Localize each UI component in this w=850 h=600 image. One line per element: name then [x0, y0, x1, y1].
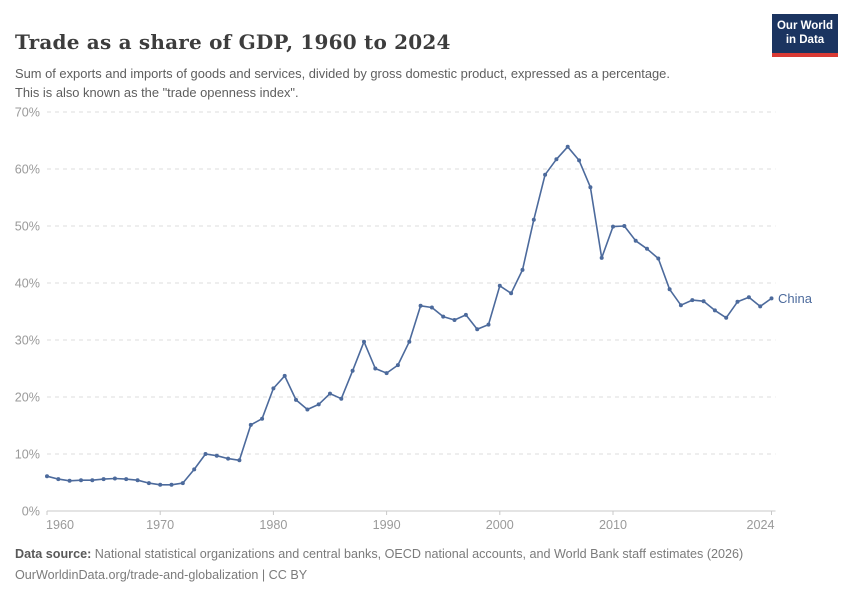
data-point[interactable]	[407, 339, 412, 344]
data-point[interactable]	[56, 477, 61, 482]
data-point[interactable]	[667, 287, 672, 292]
data-point[interactable]	[622, 224, 627, 228]
data-point[interactable]	[701, 299, 706, 304]
data-point[interactable]	[214, 453, 219, 458]
chart-footer: Data source: National statistical organi…	[15, 544, 835, 586]
data-point[interactable]	[588, 185, 593, 190]
data-point[interactable]	[531, 217, 536, 222]
data-point[interactable]	[248, 422, 253, 427]
data-point[interactable]	[599, 255, 604, 260]
data-point[interactable]	[362, 339, 366, 344]
y-tick-label: 30%	[15, 334, 40, 348]
data-point[interactable]	[520, 267, 525, 272]
data-point[interactable]	[339, 396, 344, 401]
data-point[interactable]	[633, 238, 638, 243]
data-point[interactable]	[565, 144, 570, 149]
y-tick-label: 40%	[15, 277, 40, 291]
data-point[interactable]	[45, 474, 49, 479]
data-point[interactable]	[463, 312, 468, 317]
data-point[interactable]	[305, 407, 310, 412]
data-point[interactable]	[180, 481, 185, 486]
data-point[interactable]	[373, 366, 378, 371]
data-point[interactable]	[158, 482, 163, 487]
data-point[interactable]	[735, 299, 740, 304]
y-tick-label: 0%	[22, 505, 40, 519]
data-point[interactable]	[645, 246, 649, 251]
data-point[interactable]	[90, 478, 95, 483]
x-tick-label: 2024	[746, 518, 774, 532]
data-point[interactable]	[169, 482, 174, 487]
data-point[interactable]	[577, 158, 582, 163]
data-point[interactable]	[203, 452, 208, 456]
data-point[interactable]	[418, 303, 423, 308]
data-point[interactable]	[724, 315, 729, 320]
data-point[interactable]	[746, 295, 751, 300]
data-point[interactable]	[384, 371, 389, 376]
data-point[interactable]	[497, 283, 502, 288]
y-tick-label: 10%	[15, 448, 40, 462]
x-tick-label: 1990	[373, 518, 401, 532]
datasource-text: National statistical organizations and c…	[91, 547, 744, 561]
data-point[interactable]	[294, 397, 298, 402]
y-tick-label: 20%	[15, 391, 40, 405]
data-point[interactable]	[328, 391, 332, 396]
data-point[interactable]	[543, 172, 548, 177]
datasource-label: Data source:	[15, 547, 92, 561]
data-point[interactable]	[486, 322, 491, 327]
data-point[interactable]	[124, 477, 129, 482]
page-title: Trade as a share of GDP, 1960 to 2024	[15, 30, 451, 55]
data-point[interactable]	[758, 304, 763, 309]
data-point[interactable]	[452, 318, 457, 322]
data-point[interactable]	[429, 305, 434, 310]
data-point[interactable]	[316, 402, 321, 407]
data-point[interactable]	[226, 456, 231, 461]
data-point[interactable]	[282, 373, 287, 378]
data-point[interactable]	[237, 458, 242, 463]
chart-canvas[interactable]: 0% 10% 20% 30% 40% 50% 60% 70% 1960 1970 1980 1990 2…	[0, 95, 850, 540]
data-point[interactable]	[509, 291, 514, 296]
owid-logo-line1: Our World	[776, 20, 833, 32]
data-point[interactable]	[554, 157, 559, 162]
data-point[interactable]	[112, 476, 117, 481]
series-label-china[interactable]: China	[778, 291, 813, 306]
x-tick-label: 1980	[259, 518, 287, 532]
trend-line-china[interactable]	[46, 145, 773, 486]
y-tick-label: 50%	[15, 220, 40, 234]
x-tick-label: 2010	[599, 518, 627, 532]
data-point[interactable]	[350, 368, 355, 373]
data-point[interactable]	[395, 363, 400, 368]
datasource-line: Data source: National statistical organi…	[15, 544, 835, 565]
x-tick-label: 1970	[146, 518, 174, 532]
data-point[interactable]	[271, 386, 276, 391]
data-point[interactable]	[441, 314, 446, 319]
data-point[interactable]	[769, 296, 774, 301]
data-point[interactable]	[611, 224, 615, 229]
chart-subtitle: Sum of exports and imports of goods and …	[15, 65, 670, 101]
owid-logo-line2: in Data	[785, 33, 825, 46]
data-point[interactable]	[678, 303, 683, 308]
attribution-line: OurWorldinData.org/trade-and-globalizati…	[15, 568, 308, 582]
data-point[interactable]	[690, 298, 695, 303]
x-tick-label: 2000	[486, 518, 514, 532]
data-point[interactable]	[656, 256, 661, 261]
data-point[interactable]	[712, 308, 717, 313]
data-point[interactable]	[475, 327, 480, 332]
data-point[interactable]	[146, 481, 151, 486]
x-tick-label: 1960	[46, 518, 74, 532]
data-point[interactable]	[192, 467, 197, 472]
y-tick-label: 70%	[15, 106, 40, 120]
data-point[interactable]	[101, 477, 106, 482]
data-point[interactable]	[135, 478, 140, 483]
data-point[interactable]	[79, 478, 83, 483]
owid-logo[interactable]: Our World in Data	[772, 14, 838, 57]
data-point[interactable]	[67, 478, 72, 483]
y-tick-label: 60%	[15, 163, 40, 177]
data-point[interactable]	[260, 416, 265, 421]
